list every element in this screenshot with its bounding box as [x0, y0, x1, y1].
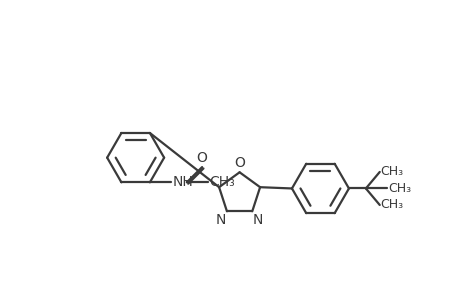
Text: N: N — [252, 213, 263, 227]
Text: O: O — [196, 151, 207, 165]
Text: CH₃: CH₃ — [380, 199, 403, 212]
Text: N: N — [215, 213, 226, 227]
Text: CH₃: CH₃ — [209, 175, 235, 189]
Text: O: O — [234, 156, 245, 170]
Text: NH: NH — [172, 175, 193, 189]
Text: CH₃: CH₃ — [387, 182, 410, 195]
Text: CH₃: CH₃ — [380, 165, 403, 178]
